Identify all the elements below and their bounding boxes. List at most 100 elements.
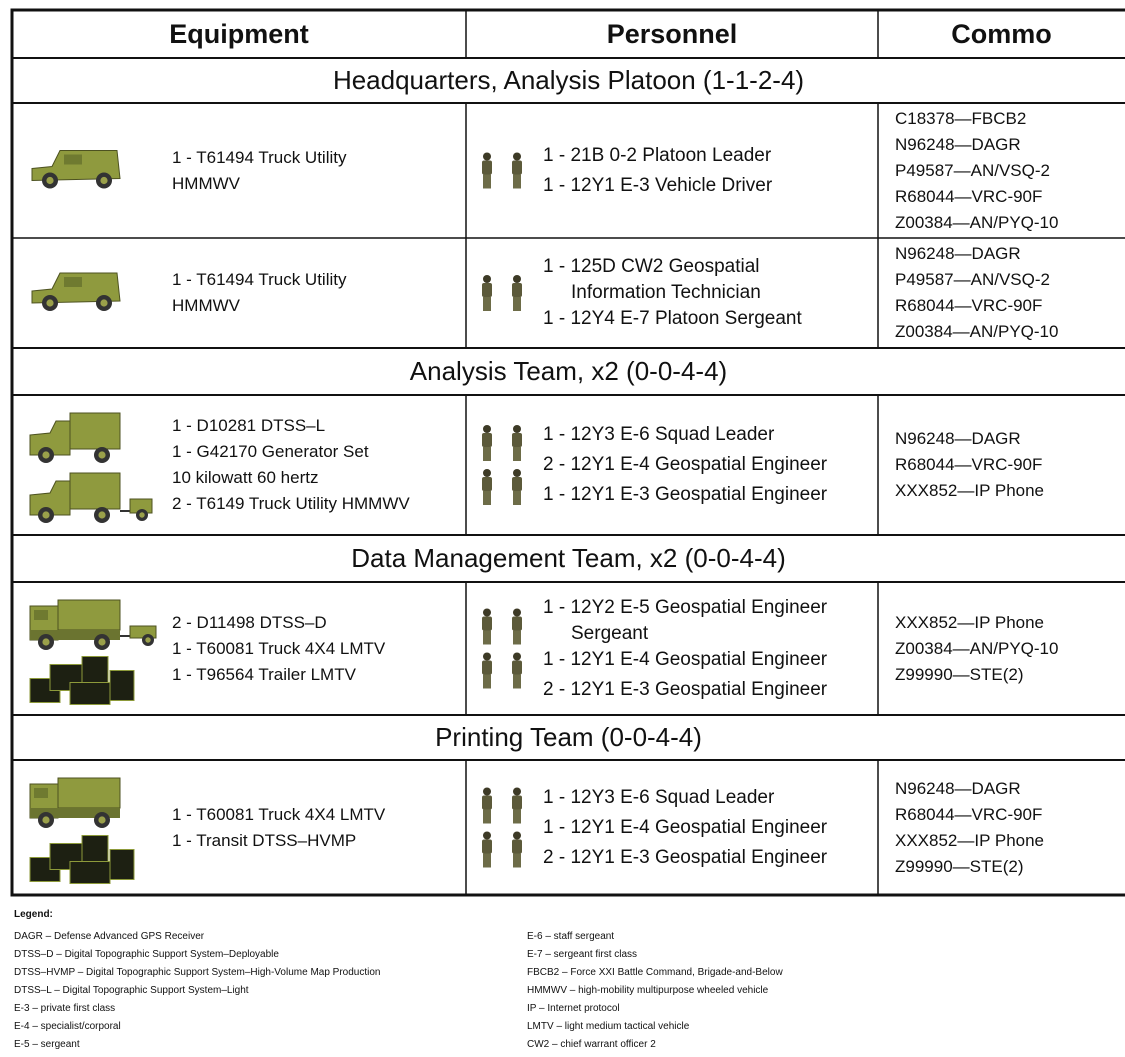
- commo-line: N96248—DAGR: [895, 244, 1021, 263]
- vehicle-icon: [57, 599, 121, 631]
- commo-cell: N96248—DAGR R68044—VRC-90F XXX852—IP Phone: [895, 395, 1125, 535]
- equipment-cell: 1 - D10281 DTSS–L 1 - G42170 Generator Se…: [172, 395, 466, 535]
- legend-entry: DAGR – Defense Advanced GPS Receiver: [14, 931, 205, 942]
- soldier-legs: [483, 297, 491, 311]
- hub: [42, 638, 50, 646]
- soldier-legs: [513, 630, 521, 645]
- equipment-line: HMMWV: [172, 296, 240, 315]
- hub: [98, 451, 106, 459]
- soldier-body: [512, 160, 522, 175]
- hub: [46, 176, 54, 185]
- soldier-body: [512, 283, 522, 297]
- soldier-head: [513, 831, 521, 840]
- hub: [145, 637, 151, 643]
- personnel-cell: 1 - 12Y2 E-5 Geospatial Engineer Sergeant…: [543, 582, 878, 715]
- personnel-line: 2 - 12Y1 E-3 Geospatial Engineer: [543, 678, 828, 700]
- window: [34, 788, 48, 798]
- soldier-head: [483, 425, 491, 433]
- soldier-body: [512, 433, 522, 447]
- commo-line: R68044—VRC-90F: [895, 455, 1043, 474]
- legend-entry: DTSS–HVMP – Digital Topographic Support …: [14, 967, 381, 978]
- soldier-head: [483, 608, 491, 617]
- soldier-legs: [513, 674, 521, 689]
- vehicle-icon: [31, 272, 121, 304]
- soldier-legs: [513, 297, 521, 311]
- equipment-cell: 1 - T61494 Truck Utility HMMWV: [172, 238, 466, 348]
- soldier-head: [483, 152, 491, 161]
- personnel-line: 1 - 12Y3 E-6 Squad Leader: [543, 786, 775, 808]
- legend-entry: E-7 – sergeant first class: [527, 949, 638, 960]
- commo-cell: XXX852—IP Phone Z00384—AN/PYQ-10 Z99990—ST…: [895, 582, 1125, 715]
- soldier-legs: [513, 809, 521, 824]
- legend-entry: E-6 – staff sergeant: [527, 931, 615, 942]
- hub: [98, 511, 106, 519]
- hub: [100, 299, 108, 307]
- equipment-line: 1 - Transit DTSS–HVMP: [172, 830, 357, 850]
- legend-entry: HMMWV – high-mobility multipurpose wheel…: [527, 985, 769, 996]
- soldier-legs: [483, 674, 491, 689]
- legend-entry: IP – Internet protocol: [527, 1003, 620, 1014]
- soldier-head: [513, 652, 521, 661]
- personnel-line: 1 - 12Y1 E-4 Geospatial Engineer: [543, 648, 828, 670]
- commo-line: R68044—VRC-90F: [895, 804, 1043, 824]
- legend-entry: E-4 – specialist/corporal: [14, 1021, 121, 1032]
- personnel-line: 1 - 21B 0-2 Platoon Leader: [543, 144, 772, 166]
- soldier-body: [512, 839, 522, 854]
- soldier-head: [483, 275, 491, 283]
- equipment-line: 1 - G42170 Generator Set: [172, 442, 369, 461]
- personnel-cell: 1 - 21B 0-2 Platoon Leader 1 - 12Y1 E-3 V…: [543, 103, 878, 238]
- commo-line: P49587—AN/VSQ-2: [895, 160, 1050, 180]
- soldier-legs: [513, 447, 521, 461]
- soldier-head: [483, 787, 491, 796]
- equipment-line: 10 kilowatt 60 hertz: [172, 468, 319, 487]
- commo-line: P49587—AN/VSQ-2: [895, 270, 1050, 289]
- hub: [42, 816, 50, 824]
- soldier-body: [482, 616, 492, 631]
- personnel-line: 1 - 12Y1 E-4 Geospatial Engineer: [543, 816, 828, 838]
- equipment-line: 1 - T60081 Truck 4X4 LMTV: [172, 804, 386, 824]
- soldier-legs: [483, 630, 491, 645]
- legend-entry: E-5 – sergeant: [14, 1039, 80, 1050]
- personnel-line: 2 - 12Y1 E-4 Geospatial Engineer: [543, 454, 828, 475]
- personnel-line: 1 - 12Y3 E-6 Squad Leader: [543, 424, 775, 445]
- legend-entry: LMTV – light medium tactical vehicle: [527, 1021, 690, 1032]
- equipment-icon: [109, 849, 135, 880]
- equipment-line: HMMWV: [172, 173, 240, 193]
- commo-line: Z00384—AN/PYQ-10: [895, 638, 1059, 658]
- soldier-legs: [483, 853, 491, 868]
- legend-entry: E-3 – private first class: [14, 1003, 116, 1014]
- soldier-body: [512, 660, 522, 675]
- personnel-line: 1 - 12Y2 E-5 Geospatial Engineer: [543, 596, 828, 618]
- equipment-line: 2 - D11498 DTSS–D: [172, 612, 327, 632]
- soldier-head: [483, 469, 491, 477]
- commo-cell: C18378—FBCB2 N96248—DAGR P49587—AN/VSQ-2 R6…: [895, 103, 1125, 238]
- equipment-icon: [69, 682, 111, 705]
- personnel-line: 2 - 12Y1 E-3 Geospatial Engineer: [543, 846, 828, 868]
- soldier-body: [482, 795, 492, 810]
- soldier-body: [512, 477, 522, 491]
- soldier-head: [483, 652, 491, 661]
- soldier-body: [512, 795, 522, 810]
- soldier-head: [513, 787, 521, 796]
- commo-line: N96248—DAGR: [895, 429, 1021, 448]
- legend-entry: DTSS–D – Digital Topographic Support Sys…: [14, 949, 279, 960]
- soldier-legs: [513, 853, 521, 868]
- soldier-legs: [483, 447, 491, 461]
- soldier-legs: [483, 174, 491, 189]
- commo-line: N96248—DAGR: [895, 778, 1021, 798]
- personnel-line: 1 - 12Y1 E-3 Geospatial Engineer: [543, 484, 828, 505]
- soldier-legs: [513, 491, 521, 505]
- legend-column: DAGR – Defense Advanced GPS Receiver DTSS…: [14, 928, 514, 1054]
- window: [64, 277, 82, 287]
- soldier-head: [513, 469, 521, 477]
- column-header: Equipment: [169, 18, 309, 49]
- cab: [29, 420, 71, 456]
- section-title: Data Management Team, x2 (0-0-4-4): [351, 543, 786, 573]
- column-header: Personnel: [606, 18, 738, 49]
- soldier-legs: [483, 809, 491, 824]
- vehicle-icon: [69, 472, 121, 510]
- commo-cell: N96248—DAGR P49587—AN/VSQ-2 R68044—VRC-90F…: [895, 238, 1125, 348]
- hub: [139, 512, 145, 518]
- equipment-cell: 1 - T60081 Truck 4X4 LMTV 1 - Transit DTS…: [172, 760, 466, 895]
- equipment-line: 1 - T60081 Truck 4X4 LMTV: [172, 638, 386, 658]
